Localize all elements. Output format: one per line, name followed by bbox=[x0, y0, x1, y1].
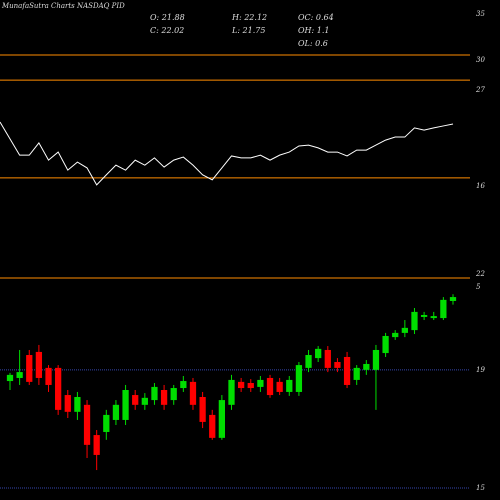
candle-body bbox=[430, 316, 437, 319]
candle-body bbox=[247, 383, 254, 389]
chart-title: MunafaSutra Charts NASDAQ PID bbox=[1, 2, 125, 10]
ohlc-info: OL: 0.6 bbox=[298, 39, 328, 48]
axis-label: 5 bbox=[476, 283, 481, 291]
candle-body bbox=[122, 390, 129, 420]
candle-body bbox=[35, 351, 43, 378]
candle-body bbox=[295, 365, 303, 392]
candle-body bbox=[266, 377, 274, 396]
candle-body bbox=[305, 355, 312, 368]
candle-body bbox=[286, 379, 293, 392]
candle-body bbox=[392, 332, 399, 338]
candle-body bbox=[74, 396, 81, 412]
candle-body bbox=[218, 400, 225, 438]
ohlc-info: OH: 1.1 bbox=[298, 26, 330, 35]
candle-body bbox=[334, 362, 341, 368]
indicator-line bbox=[0, 121, 454, 186]
axis-label: 30 bbox=[476, 56, 485, 64]
candle-body bbox=[6, 374, 14, 382]
candle-body bbox=[353, 367, 360, 380]
candle-body bbox=[83, 404, 91, 445]
axis-label: 22 bbox=[475, 270, 485, 278]
candle-body bbox=[189, 381, 197, 405]
candle-body bbox=[103, 414, 110, 432]
candle-body bbox=[363, 363, 370, 370]
ohlc-info: L: 21.75 bbox=[231, 26, 265, 35]
candle-body bbox=[420, 314, 428, 317]
candle-body bbox=[151, 386, 158, 401]
candle-body bbox=[64, 395, 71, 412]
axis-label: 27 bbox=[475, 86, 485, 94]
candle-body bbox=[112, 404, 120, 420]
candle-body bbox=[401, 327, 408, 333]
candle-body bbox=[411, 311, 418, 331]
ohlc-info: H: 22.12 bbox=[231, 13, 267, 22]
candle-body bbox=[372, 349, 380, 370]
candle-body bbox=[93, 435, 100, 455]
axis-label: 35 bbox=[476, 10, 485, 18]
ohlc-info: OC: 0.64 bbox=[298, 13, 334, 22]
candle-body bbox=[209, 414, 216, 438]
candle-body bbox=[132, 395, 139, 405]
candle-body bbox=[324, 349, 331, 368]
candle-body bbox=[170, 388, 177, 401]
axis-label: 16 bbox=[476, 182, 485, 190]
candle-body bbox=[180, 381, 187, 389]
candle-body bbox=[228, 379, 235, 405]
candle-body bbox=[26, 355, 33, 382]
y-tick-label: 19 bbox=[476, 366, 485, 374]
candle-body bbox=[449, 297, 457, 301]
candle-body bbox=[16, 372, 23, 378]
candle-body bbox=[257, 379, 264, 387]
candle-body bbox=[238, 381, 245, 389]
candle-body bbox=[55, 367, 62, 410]
candle-body bbox=[440, 299, 447, 319]
ohlc-info: C: 22.02 bbox=[150, 26, 184, 35]
candle-body bbox=[343, 356, 351, 385]
candle-body bbox=[199, 396, 206, 422]
candle-body bbox=[141, 397, 148, 405]
candle-body bbox=[45, 367, 52, 385]
candle-body bbox=[315, 348, 322, 359]
y-tick-label: 15 bbox=[476, 484, 485, 492]
candle-body bbox=[382, 335, 389, 354]
candle-body bbox=[276, 381, 283, 392]
candle-body bbox=[160, 390, 168, 405]
ohlc-info: O: 21.88 bbox=[150, 13, 185, 22]
